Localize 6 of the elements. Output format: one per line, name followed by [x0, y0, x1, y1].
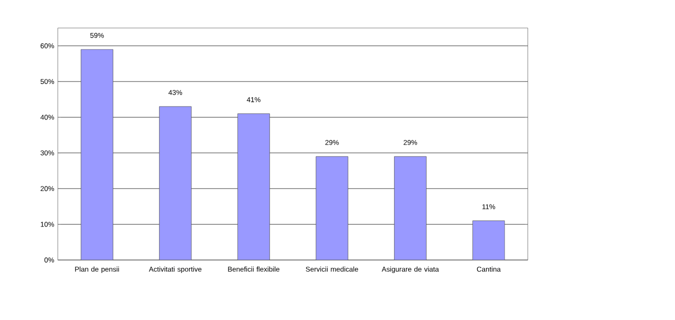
bar — [472, 220, 505, 260]
bar — [237, 113, 270, 260]
bar — [80, 49, 114, 260]
bar — [159, 106, 192, 260]
bar — [394, 156, 427, 260]
bar — [316, 156, 348, 260]
